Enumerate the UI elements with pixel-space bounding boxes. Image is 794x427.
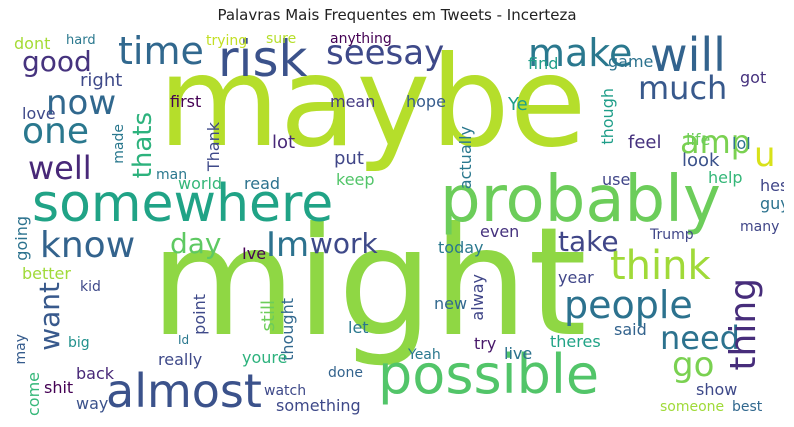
word-find: find [528,54,559,73]
word-youre: youre [242,348,288,367]
word-many: many [740,219,780,235]
word-thing: thing [723,278,764,371]
word-might: might [150,196,587,370]
word-good: good [22,45,92,78]
word-hard: hard [66,33,96,48]
word-anything: anything [330,31,392,47]
word-done: done [328,365,363,381]
word-sure: sure [266,31,297,47]
word-people: people [564,283,693,327]
word-right: right [80,70,123,91]
word-first: first [170,92,202,111]
word-time: time [118,30,204,73]
word-much: much [638,69,728,107]
word-even: even [480,222,520,241]
word-put: put [334,148,364,169]
word-said: said [614,320,647,339]
word-will: will [650,30,726,82]
word-thats: thats [128,112,158,179]
word-year: year [558,268,594,287]
word-alway: alway [468,274,487,321]
word-look: look [682,150,720,171]
word-day: day [170,227,222,260]
word-world: world [178,174,223,193]
word-going: going [12,216,31,261]
word-take: take [558,225,619,258]
word-u: u [754,135,776,175]
chart-title: Palavras Mais Frequentes em Tweets - Inc… [217,6,577,24]
word-today: today [438,238,484,257]
word-guy: guy [760,194,784,213]
word-cloud: maybe might probably somewhere possible … [10,30,784,418]
word-hes: hes [760,176,784,195]
word-new: new [434,294,468,313]
word-Thank: Thank [204,122,223,172]
word-one: one [22,111,89,152]
word-hope: hope [406,92,446,111]
word-trying: trying [206,33,248,49]
word-really: really [158,350,203,369]
word-somewhere: somewhere [32,174,334,234]
word-let: let [348,318,369,337]
word-amp: amp [680,123,752,161]
word-live: live [504,344,533,363]
word-may: may [13,334,29,365]
word-possible: possible [378,343,600,406]
word-go: go [672,345,715,385]
word-now: now [46,83,117,123]
word-lol: lol [732,134,751,153]
word-theres: theres [550,332,601,351]
word-actually: actually [456,126,475,190]
word-feel: feel [628,132,662,153]
word-Yeah: Yeah [408,347,441,363]
word-seesay: seesay [326,33,445,73]
word-want: want [33,282,66,351]
word-made: made [111,124,127,164]
word-use: use [602,170,631,189]
word-maybe: maybe [158,30,587,175]
word-shit: shit [44,378,74,397]
word-keep: keep [336,170,375,189]
word-Id: Id [178,333,190,347]
word-Trump: Trump [650,227,694,243]
word-point: point [190,294,209,335]
word-big: big [68,335,90,351]
word-read: read [244,174,281,193]
word-Ive: Ive [242,244,267,263]
word-well: well [28,149,92,187]
word-try: try [474,334,497,353]
word-best: best [732,399,763,415]
word-show: show [696,380,738,399]
word-think: think [610,243,711,289]
word-though: though [598,88,617,145]
word-almost: almost [106,364,262,418]
word-Ye: Ye [508,94,528,115]
word-kid: kid [80,279,101,295]
word-know: know [40,225,136,266]
word-got: got [740,68,767,87]
word-lot: lot [272,132,296,153]
word-life: life [686,130,711,149]
word-way: way [76,394,109,413]
word-work: work [310,227,378,260]
word-game: game [608,52,654,71]
word-come: come [24,372,43,417]
word-make: make [528,31,633,75]
word-Im: Im [266,225,310,265]
word-better: better [22,264,71,283]
word-dont: dont [14,34,51,53]
word-mean: mean [330,92,376,111]
word-something: something [276,396,361,415]
word-need: need [660,319,740,357]
word-probably: probably [440,163,721,237]
word-man: man [156,167,188,183]
word-love: love [22,104,56,123]
word-someone: someone [660,399,725,415]
word-back: back [76,364,115,383]
word-still: still [258,300,279,332]
word-risk: risk [218,30,308,88]
word-help: help [708,168,743,187]
word-watch: watch [264,383,307,399]
